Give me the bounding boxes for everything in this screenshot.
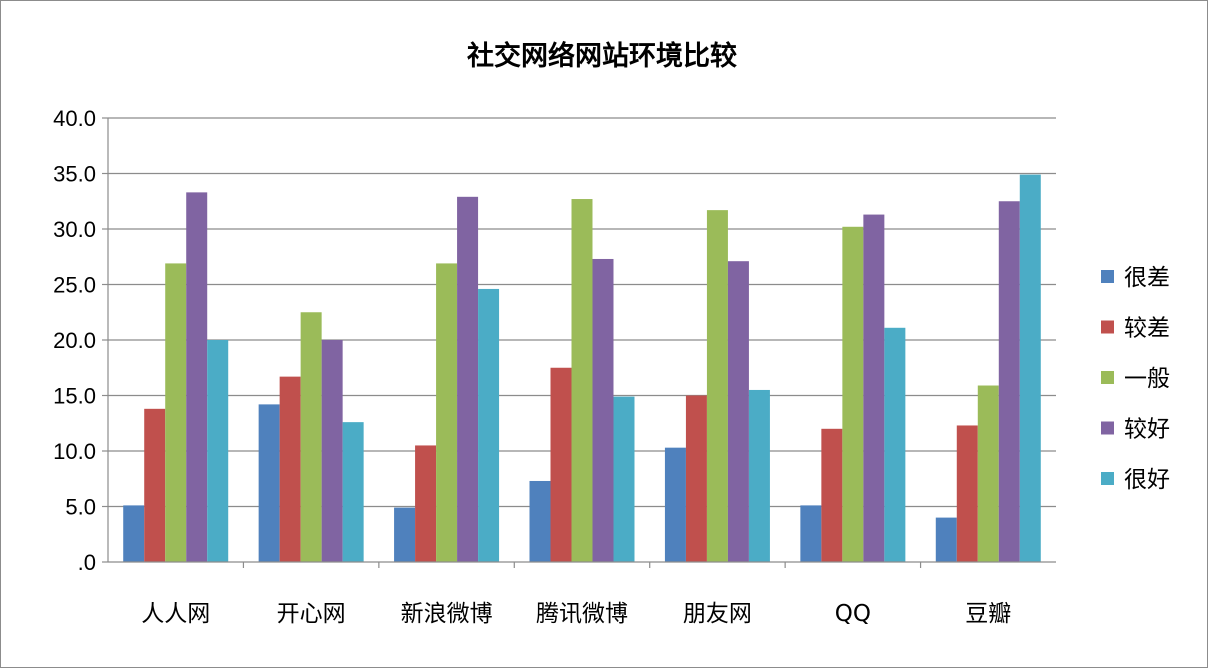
bar — [436, 263, 458, 562]
y-tick-label: 20.0 — [53, 328, 96, 353]
x-category-label: 人人网 — [141, 601, 210, 627]
bar — [529, 480, 551, 562]
bars — [123, 174, 1041, 563]
bar — [279, 376, 301, 562]
legend-swatch — [1101, 472, 1114, 485]
bar — [977, 385, 999, 562]
bar — [300, 312, 322, 562]
y-tick-label: 40.0 — [53, 106, 96, 131]
bar — [842, 226, 864, 562]
bar — [144, 408, 166, 562]
y-tick-label: 25.0 — [53, 273, 96, 298]
bar — [727, 261, 749, 562]
legend-label: 一般 — [1124, 366, 1170, 392]
x-category-label: 新浪微博 — [401, 601, 493, 627]
bar — [821, 428, 843, 562]
bar — [123, 505, 145, 562]
legend-swatch — [1101, 371, 1114, 384]
bar — [685, 395, 707, 562]
bar — [664, 447, 686, 562]
bar — [613, 396, 635, 562]
y-tick-label: 15.0 — [53, 384, 96, 409]
bar — [592, 258, 614, 562]
bar — [342, 422, 364, 562]
x-category-label: 腾讯微博 — [536, 601, 628, 627]
legend-label: 较好 — [1124, 417, 1170, 443]
bar — [165, 263, 187, 562]
bar — [478, 288, 500, 562]
x-category-label: 开心网 — [277, 601, 346, 627]
bar — [394, 507, 416, 562]
legend-label: 很好 — [1124, 467, 1170, 493]
legend-swatch — [1101, 320, 1114, 334]
bar — [457, 196, 479, 562]
y-tick-label: 10.0 — [53, 439, 96, 464]
legend-swatch — [1101, 270, 1114, 283]
bar — [186, 192, 208, 562]
y-tick-label: 30.0 — [53, 217, 96, 242]
bar — [415, 445, 437, 562]
legend-label: 较差 — [1124, 316, 1170, 342]
bar — [550, 367, 572, 562]
bar — [863, 214, 885, 562]
y-tick-label: 35.0 — [53, 162, 96, 187]
bar — [998, 201, 1020, 562]
x-category-label: 朋友网 — [683, 601, 752, 627]
legend-label: 很差 — [1124, 265, 1170, 291]
bar — [706, 210, 728, 562]
bar — [207, 340, 229, 562]
x-category-label: QQ — [835, 601, 871, 627]
bar — [321, 340, 343, 562]
bar — [884, 327, 906, 562]
x-category-label: 豆瓣 — [965, 601, 1011, 627]
legend-swatch — [1101, 421, 1114, 435]
bar — [956, 425, 978, 562]
y-axis-ticks: .0 5.0 10.0 15.0 20.0 25.0 30.0 35.0 40.0 — [53, 106, 108, 575]
bar — [571, 199, 593, 562]
chart-title: 社交网络网站环境比较 — [467, 40, 737, 72]
y-tick-label: 5.0 — [65, 495, 96, 520]
bar — [748, 389, 770, 562]
x-axis-categories: 人人网 开心网 新浪微博 腾讯微博 朋友网 QQ 豆瓣 — [141, 562, 1011, 627]
bar — [1019, 174, 1041, 563]
bar — [800, 505, 822, 562]
bar — [935, 517, 957, 562]
y-tick-label: .0 — [78, 550, 96, 575]
bar — [258, 404, 280, 562]
